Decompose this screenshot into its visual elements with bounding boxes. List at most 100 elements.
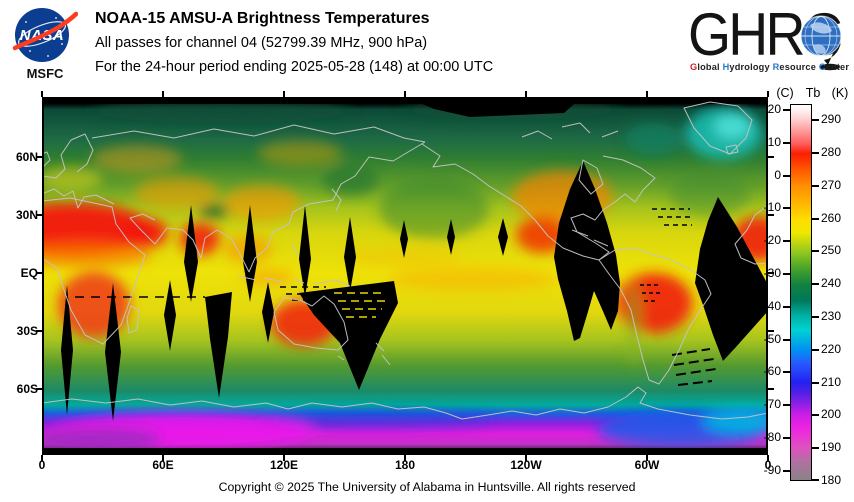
- colorbar-c-tick: -50: [763, 332, 781, 346]
- colorbar-tick: [812, 283, 819, 285]
- lon-tick: [767, 91, 769, 97]
- colorbar-k-tick: 190: [821, 440, 842, 454]
- colorbar-c-tick: -70: [763, 397, 781, 411]
- lon-label-0e: 0: [38, 458, 46, 472]
- colorbar-tick: [783, 306, 790, 308]
- colorbar-tick: [812, 414, 819, 416]
- nasa-logo: NASA: [12, 6, 79, 68]
- subtitle-period: For the 24-hour period ending 2025-05-28…: [95, 59, 494, 75]
- colorbar-c-tick: -40: [763, 299, 781, 313]
- ghrc-logo: GHRC Global Hydrology Resource Center: [688, 1, 850, 83]
- lat-tick: [36, 330, 42, 332]
- colorbar-tick: [783, 109, 790, 111]
- colorbar-tick: [812, 316, 819, 318]
- colorbar-tick: [783, 273, 790, 275]
- lat-label-60n: 60N: [15, 150, 38, 164]
- data-gap-wedges: [42, 97, 768, 455]
- colorbar-k-tick: 200: [821, 407, 842, 421]
- nasa-insignia-icon: NASA: [12, 8, 79, 62]
- nasa-msfc-label: MSFC: [26, 66, 64, 81]
- colorbar-k-tick: 290: [821, 112, 842, 126]
- lat-label-30s: 30S: [16, 324, 38, 338]
- colorbar-tick: [783, 437, 790, 439]
- colorbar-unit-tb: Tb: [805, 86, 821, 100]
- lon-tick: [283, 91, 285, 97]
- colorbar-k-tick: 260: [821, 211, 842, 225]
- colorbar-c-tick: -30: [763, 266, 781, 280]
- lon-tick: [162, 455, 164, 461]
- colorbar-c-tick: -60: [763, 364, 781, 378]
- lat-tick: [768, 330, 774, 332]
- colorbar-tick: [783, 207, 790, 209]
- colorbar-tick: [783, 240, 790, 242]
- lat-tick: [768, 388, 774, 390]
- colorbar-c-tick: -90: [763, 463, 781, 477]
- map-canvas: [0, 97, 784, 455]
- ghrc-globe-icon: [800, 15, 842, 71]
- lon-tick: [767, 455, 769, 461]
- lon-tick: [41, 455, 43, 461]
- lon-tick: [404, 91, 406, 97]
- lat-label-60s: 60S: [16, 382, 38, 396]
- lat-tick: [36, 156, 42, 158]
- lat-tick: [768, 214, 774, 216]
- colorbar-k-tick: 220: [821, 342, 842, 356]
- ghrc-caption: Global Hydrology Resource Center: [690, 62, 850, 72]
- lon-tick: [41, 91, 43, 97]
- lon-label-120e: 120E: [269, 458, 299, 472]
- copyright-text: Copyright © 2025 The University of Alaba…: [218, 480, 636, 494]
- lon-tick: [525, 91, 527, 97]
- lat-tick: [36, 272, 42, 274]
- lon-tick: [283, 455, 285, 461]
- lat-tick: [36, 214, 42, 216]
- colorbar-tick: [812, 349, 819, 351]
- lon-tick: [525, 455, 527, 461]
- colorbar-unit-kelvin: (K): [831, 86, 849, 100]
- colorbar-unit-celsius: (C): [776, 86, 794, 100]
- colorbar-tick: [812, 152, 819, 154]
- coastlines: [41, 101, 769, 420]
- colorbar-tick: [812, 382, 819, 384]
- lon-label-180: 180: [394, 458, 416, 472]
- scan-artifacts: [75, 208, 717, 386]
- lon-label-0w: 0: [764, 458, 772, 472]
- colorbar-c-tick: 10: [767, 135, 781, 149]
- colorbar-tick: [812, 119, 819, 121]
- lon-tick: [646, 91, 648, 97]
- colorbar-k-tick: 240: [821, 276, 842, 290]
- colorbar-k-tick: 180: [821, 473, 842, 487]
- colorbar-k-tick: 280: [821, 145, 842, 159]
- lat-label-eq: EQ: [20, 266, 38, 280]
- colorbar-c-tick: -80: [763, 430, 781, 444]
- lat-tick: [768, 156, 774, 158]
- colorbar-tick: [783, 470, 790, 472]
- colorbar-tick: [812, 479, 819, 481]
- brightness-temperature-map: [0, 97, 784, 455]
- map-frame: [42, 97, 768, 455]
- colorbar-tick: [812, 218, 819, 220]
- colorbar-gradient: [790, 104, 812, 481]
- ghrc-wordmark-icon: GHRC: [688, 1, 845, 71]
- colorbar-tick: [812, 447, 819, 449]
- lon-label-60e: 60E: [152, 458, 174, 472]
- colorbar-c-tick: 20: [767, 102, 781, 116]
- lat-tick: [36, 388, 42, 390]
- colorbar-k-tick: 250: [821, 243, 842, 257]
- lon-tick: [646, 455, 648, 461]
- page-title: NOAA-15 AMSU-A Brightness Temperatures: [95, 10, 430, 27]
- lat-tick: [768, 272, 774, 274]
- colorbar-c-tick: -20: [763, 233, 781, 247]
- colorbar-tick: [783, 142, 790, 144]
- colorbar-k-tick: 230: [821, 309, 842, 323]
- lon-tick: [162, 91, 164, 97]
- colorbar-tick: [783, 371, 790, 373]
- subtitle-channel: All passes for channel 04 (52799.39 MHz,…: [95, 35, 428, 51]
- lon-label-120w: 120W: [510, 458, 542, 472]
- lat-label-30n: 30N: [15, 208, 38, 222]
- colorbar-tick: [812, 185, 819, 187]
- colorbar-k-tick: 210: [821, 375, 842, 389]
- colorbar-tick: [783, 175, 790, 177]
- colorbar-c-tick: -10: [763, 200, 781, 214]
- colorbar-k-tick: 270: [821, 178, 842, 192]
